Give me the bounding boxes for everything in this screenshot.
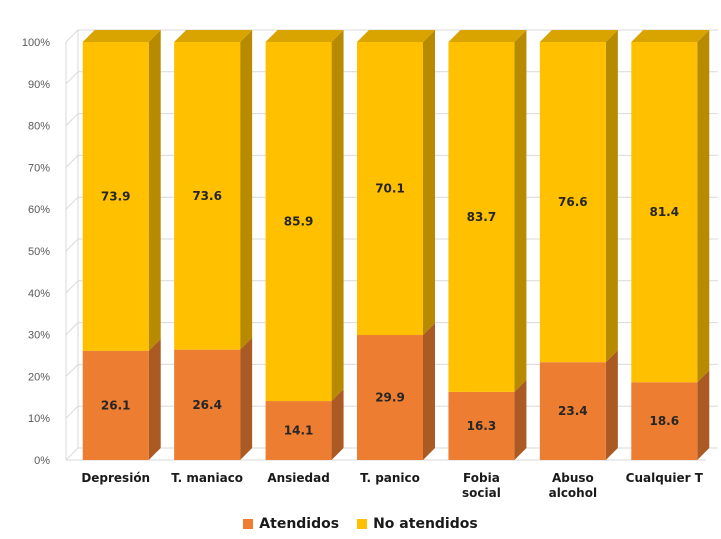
bar-side-no-atendidos [605,30,618,363]
bar-atendidos [174,349,241,460]
gridline-depth [65,280,79,294]
bar-side-atendidos [240,337,253,460]
bar-side-atendidos [697,370,710,460]
bar-atendidos [82,350,149,460]
stacked-bar-chart: 0% 10% 20% 30% 40% 50% 60% 70% 80% 90% 100% 26.1 73.… [22,29,718,500]
bar-top-no-atendidos [448,30,527,42]
legend: Atendidos No atendidos [0,516,721,532]
data-label-atendidos: 18.6 [649,414,679,428]
legend-item-atendidos: Atendidos [243,516,339,532]
legend-label-atendidos: Atendidos [259,516,340,532]
x-tick-label: Fobia [463,471,500,485]
gridline-depth [65,364,79,377]
bar-no-atendidos [174,42,241,350]
x-tick-label: Depresión [81,471,150,485]
bar-side-no-atendidos [423,30,435,336]
bar-side-atendidos [148,338,161,460]
bar-side-atendidos [331,389,344,460]
bar-top-no-atendidos [357,30,435,42]
gridline-depth [65,71,79,85]
gridline-depth [65,322,79,335]
y-tick-label: 20% [28,371,50,383]
bar-side-no-atendidos [240,30,253,350]
bar-no-atendidos [448,42,515,392]
data-label-no-atendidos: 70.1 [375,182,405,196]
data-label-no-atendidos: 85.9 [284,215,314,229]
bar-no-atendidos [631,42,698,383]
bar-no-atendidos [82,42,149,351]
legend-swatch-atendidos [243,519,254,529]
data-label-no-atendidos: 73.6 [192,189,222,203]
x-tick-label: alcohol [549,486,597,500]
x-tick-label: Cualquier T [626,471,704,485]
bar-atendidos [448,391,515,460]
gridline-depth [65,155,79,168]
y-tick-label: 80% [28,121,50,133]
y-tick-label: 30% [28,330,50,342]
bar-side-atendidos [514,379,527,460]
x-tick-label: social [462,486,501,500]
x-tick-label: T. maniaco [171,471,243,485]
y-tick-label: 50% [28,246,50,258]
gridline-depth [65,447,79,461]
bar-side-atendidos [605,350,618,460]
data-label-no-atendidos: 81.4 [649,205,679,219]
bar-side-no-atendidos [331,30,344,402]
x-tick-label: T. panico [360,471,420,485]
data-label-no-atendidos: 76.6 [558,195,588,209]
gridline-depth [65,196,79,210]
bar-top-no-atendidos [631,30,710,42]
data-label-atendidos: 14.1 [284,424,314,438]
y-tick-label: 70% [28,162,50,174]
y-tick-label: 90% [28,79,50,91]
bar-side-no-atendidos [148,30,161,351]
bar-no-atendidos [357,42,423,336]
legend-swatch-no-atendidos [357,519,368,529]
bar-top-no-atendidos [265,30,344,42]
gridline-depth [65,238,79,252]
data-label-atendidos: 26.1 [101,398,131,412]
bar-side-no-atendidos [697,30,710,383]
data-label-atendidos: 29.9 [375,391,405,405]
y-tick-label: 60% [28,204,50,216]
data-label-atendidos: 23.4 [558,404,588,418]
gridline-depth [65,405,79,419]
data-label-no-atendidos: 73.9 [101,189,131,203]
bar-top-no-atendidos [539,30,618,42]
bar-atendidos [357,335,423,460]
bar-atendidos [265,401,332,460]
x-tick-label: Ansiedad [267,471,330,485]
legend-label-no-atendidos: No atendidos [373,516,478,532]
bar-no-atendidos [539,42,606,363]
bar-top-no-atendidos [82,30,161,42]
y-tick-label: 40% [28,288,50,300]
data-label-atendidos: 16.3 [467,419,497,433]
x-tick-label: Abuso [552,471,594,485]
legend-item-no-atendidos: No atendidos [357,516,478,532]
y-tick-label: 10% [28,413,50,425]
data-label-no-atendidos: 83.7 [467,210,497,224]
bar-atendidos [539,362,606,460]
bar-top-no-atendidos [174,30,253,42]
bar-side-atendidos [423,323,435,460]
bar-no-atendidos [265,42,332,402]
gridline-depth [65,113,79,126]
y-tick-label: 100% [22,37,50,49]
bar-atendidos [631,382,698,460]
gridline-depth [65,29,79,43]
data-label-atendidos: 26.4 [192,398,222,412]
bar-side-no-atendidos [514,30,527,392]
y-tick-label: 0% [34,455,50,467]
